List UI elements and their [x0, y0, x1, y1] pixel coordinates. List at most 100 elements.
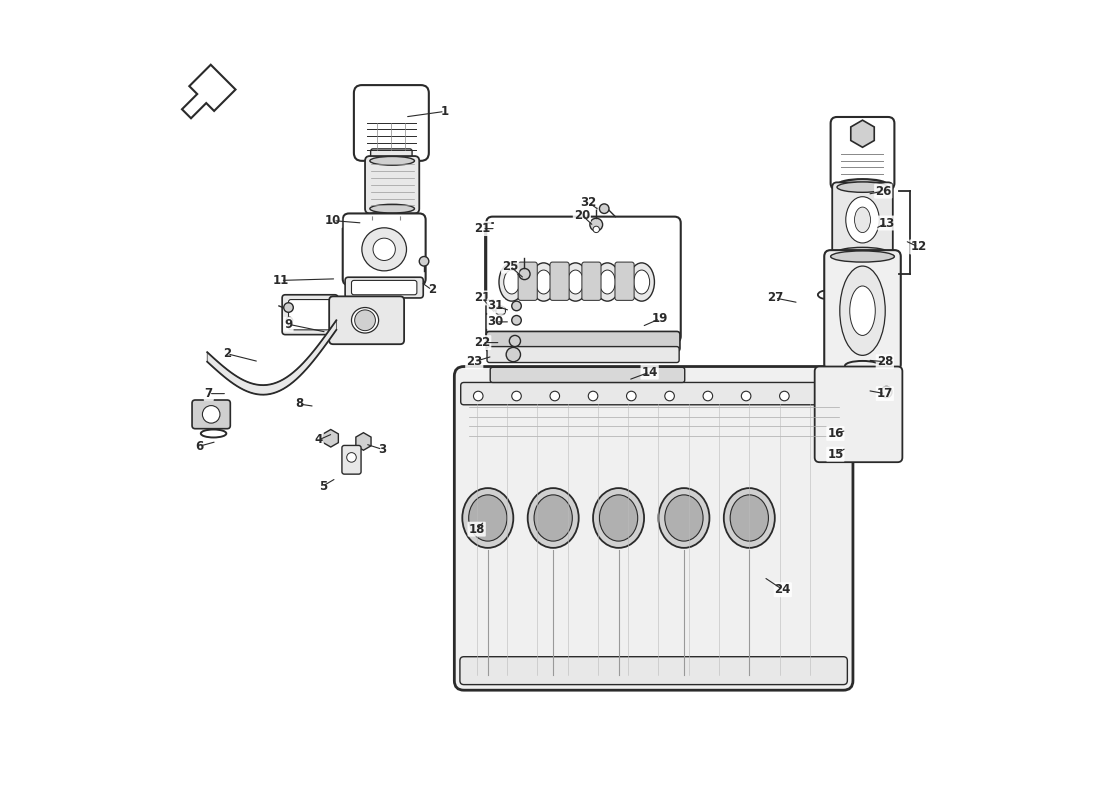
Circle shape [600, 204, 609, 214]
Polygon shape [356, 433, 371, 450]
Text: 10: 10 [324, 214, 341, 227]
Circle shape [473, 391, 483, 401]
Circle shape [354, 310, 375, 330]
FancyBboxPatch shape [288, 299, 331, 330]
Ellipse shape [531, 263, 557, 301]
FancyBboxPatch shape [833, 182, 893, 258]
Polygon shape [323, 430, 339, 447]
Ellipse shape [462, 488, 514, 548]
Ellipse shape [536, 270, 551, 294]
Ellipse shape [499, 263, 525, 301]
FancyBboxPatch shape [352, 281, 417, 294]
FancyBboxPatch shape [486, 331, 680, 351]
Text: 14: 14 [641, 366, 658, 378]
Circle shape [286, 305, 293, 311]
Text: 11: 11 [273, 274, 288, 287]
Text: 23: 23 [466, 355, 483, 368]
Ellipse shape [730, 495, 769, 541]
Circle shape [703, 391, 713, 401]
Circle shape [593, 226, 600, 233]
Text: 5: 5 [319, 479, 327, 493]
Text: 4: 4 [315, 434, 323, 446]
Circle shape [818, 391, 827, 401]
Polygon shape [182, 65, 235, 118]
FancyBboxPatch shape [486, 217, 681, 342]
Ellipse shape [837, 247, 888, 258]
Ellipse shape [366, 213, 384, 220]
Ellipse shape [837, 182, 888, 192]
Text: 30: 30 [487, 315, 504, 328]
Circle shape [881, 386, 892, 398]
Text: 1: 1 [441, 105, 449, 118]
Ellipse shape [634, 270, 650, 294]
Text: 28: 28 [877, 355, 893, 368]
FancyBboxPatch shape [371, 149, 412, 162]
Ellipse shape [600, 270, 615, 294]
Circle shape [780, 391, 789, 401]
Circle shape [512, 301, 521, 310]
Text: 2: 2 [223, 347, 231, 360]
FancyBboxPatch shape [343, 214, 426, 286]
Text: 25: 25 [502, 259, 518, 273]
Text: 12: 12 [910, 241, 926, 254]
FancyBboxPatch shape [582, 262, 601, 300]
FancyBboxPatch shape [518, 262, 537, 300]
Ellipse shape [504, 270, 519, 294]
Ellipse shape [855, 207, 870, 233]
FancyBboxPatch shape [460, 657, 847, 685]
Circle shape [512, 391, 521, 401]
Circle shape [512, 315, 521, 325]
FancyBboxPatch shape [824, 250, 901, 370]
Circle shape [852, 428, 869, 444]
Text: 3: 3 [378, 443, 386, 456]
FancyBboxPatch shape [329, 296, 404, 344]
Ellipse shape [563, 263, 589, 301]
Ellipse shape [373, 238, 395, 261]
FancyBboxPatch shape [615, 262, 634, 300]
Text: 2: 2 [428, 283, 436, 297]
Text: 32: 32 [580, 196, 596, 209]
Text: 27: 27 [767, 291, 783, 305]
FancyBboxPatch shape [491, 367, 684, 382]
Ellipse shape [370, 204, 415, 213]
Circle shape [741, 391, 751, 401]
FancyBboxPatch shape [454, 366, 852, 690]
Ellipse shape [362, 228, 407, 271]
Text: 9: 9 [285, 318, 293, 330]
Ellipse shape [528, 488, 579, 548]
Ellipse shape [600, 495, 638, 541]
Ellipse shape [595, 263, 620, 301]
Text: 6: 6 [195, 440, 204, 453]
Text: 24: 24 [774, 583, 791, 596]
Text: 7: 7 [205, 387, 213, 400]
Circle shape [202, 406, 220, 423]
Circle shape [664, 391, 674, 401]
Ellipse shape [568, 270, 583, 294]
Text: 31: 31 [487, 299, 504, 313]
Ellipse shape [724, 488, 774, 548]
Circle shape [346, 453, 356, 462]
Ellipse shape [469, 495, 507, 541]
Polygon shape [850, 120, 875, 147]
Text: 26: 26 [876, 185, 891, 198]
Text: 19: 19 [652, 312, 668, 325]
Polygon shape [207, 320, 337, 394]
Ellipse shape [839, 266, 886, 355]
Circle shape [509, 335, 520, 346]
Ellipse shape [535, 495, 572, 541]
Ellipse shape [352, 307, 378, 333]
Ellipse shape [846, 197, 879, 243]
Text: 13: 13 [878, 217, 894, 230]
FancyBboxPatch shape [354, 85, 429, 161]
Text: 21: 21 [474, 222, 491, 235]
Ellipse shape [830, 251, 894, 262]
FancyBboxPatch shape [830, 117, 894, 190]
Text: 15: 15 [827, 448, 844, 461]
Text: 18: 18 [469, 522, 485, 536]
FancyBboxPatch shape [192, 400, 230, 429]
Text: 16: 16 [827, 427, 844, 440]
Text: 21: 21 [474, 291, 491, 305]
Ellipse shape [370, 157, 415, 166]
Circle shape [496, 306, 505, 315]
FancyBboxPatch shape [487, 346, 679, 362]
